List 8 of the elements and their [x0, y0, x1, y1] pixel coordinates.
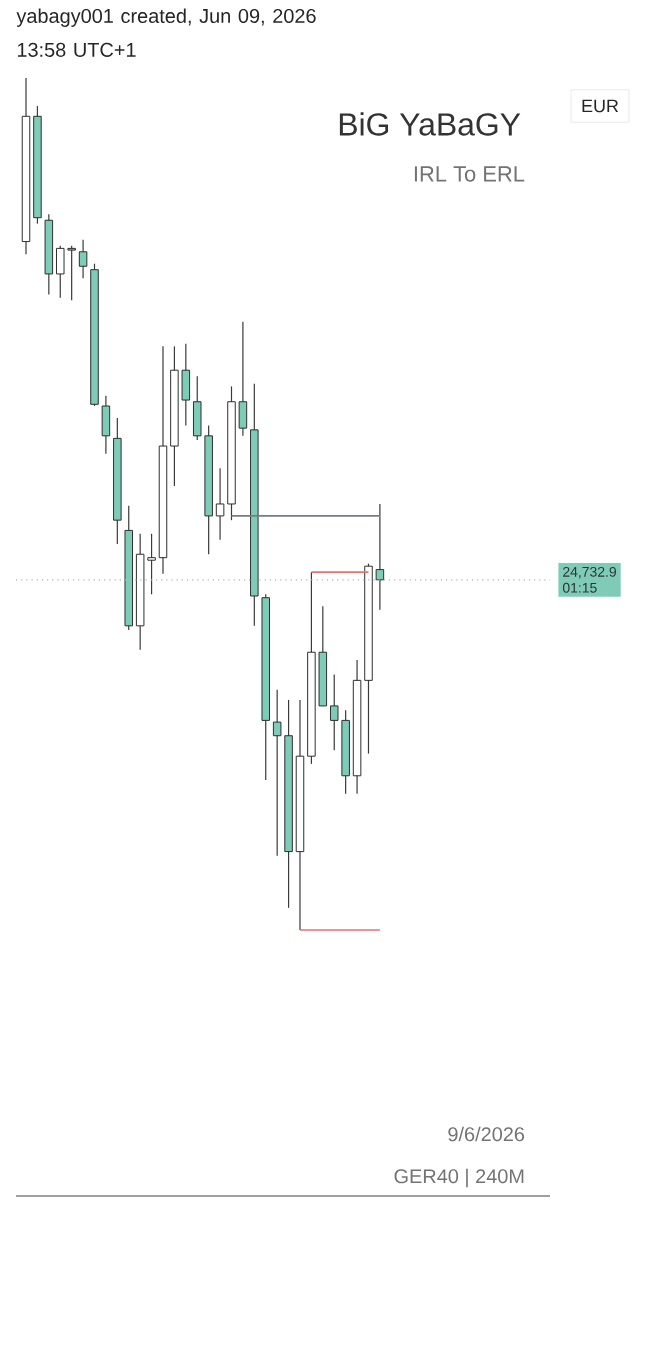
text: BiG YaBaGY	[339, 112, 521, 136]
text: IRL To ERL	[414, 166, 525, 182]
text: GER40 | 240M	[394, 1168, 524, 1188]
candlestick	[78, 239, 88, 279]
text: yabagy001 created, Jun 09, 2026 13:58 UTC+1	[16, 8, 316, 57]
candlestick	[101, 395, 111, 455]
text: EUR	[582, 99, 619, 113]
text: 9/6/2026	[448, 1126, 525, 1142]
